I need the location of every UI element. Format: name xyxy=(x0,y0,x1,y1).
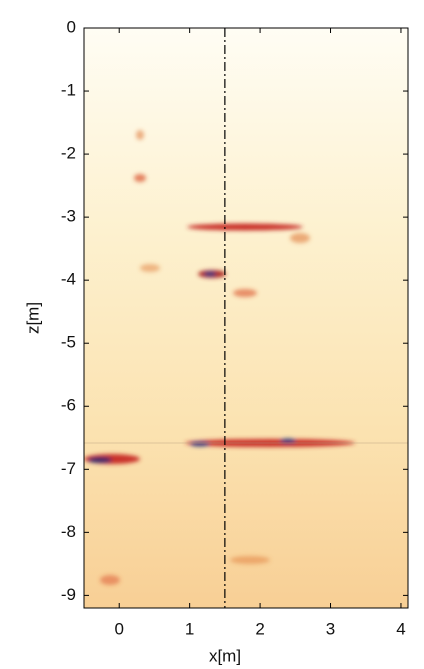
y-tick-label: -1 xyxy=(61,81,76,100)
y-tick-label: -8 xyxy=(61,522,76,541)
image xyxy=(84,28,408,608)
y-tick-label: -6 xyxy=(61,396,76,415)
x-tick-label: 0 xyxy=(114,619,123,638)
y-tick-label: -3 xyxy=(61,207,76,226)
plot-frame xyxy=(83,27,409,609)
x-tick-label: 4 xyxy=(396,619,405,638)
y-tick-label: -7 xyxy=(61,459,76,478)
x-axis-label: x[m] xyxy=(209,646,241,665)
x-tick-label: 2 xyxy=(255,619,264,638)
y-tick-label: -4 xyxy=(61,270,76,289)
x-tick-label: 1 xyxy=(185,619,194,638)
y-tick-label: 0 xyxy=(67,17,76,36)
y-tick-label: -9 xyxy=(61,585,76,604)
y-tick-label: -5 xyxy=(61,333,76,352)
y-tick-label: -2 xyxy=(61,144,76,163)
y-axis-label: z[m] xyxy=(23,302,42,334)
x-tick-label: 3 xyxy=(326,619,335,638)
background xyxy=(84,28,408,608)
